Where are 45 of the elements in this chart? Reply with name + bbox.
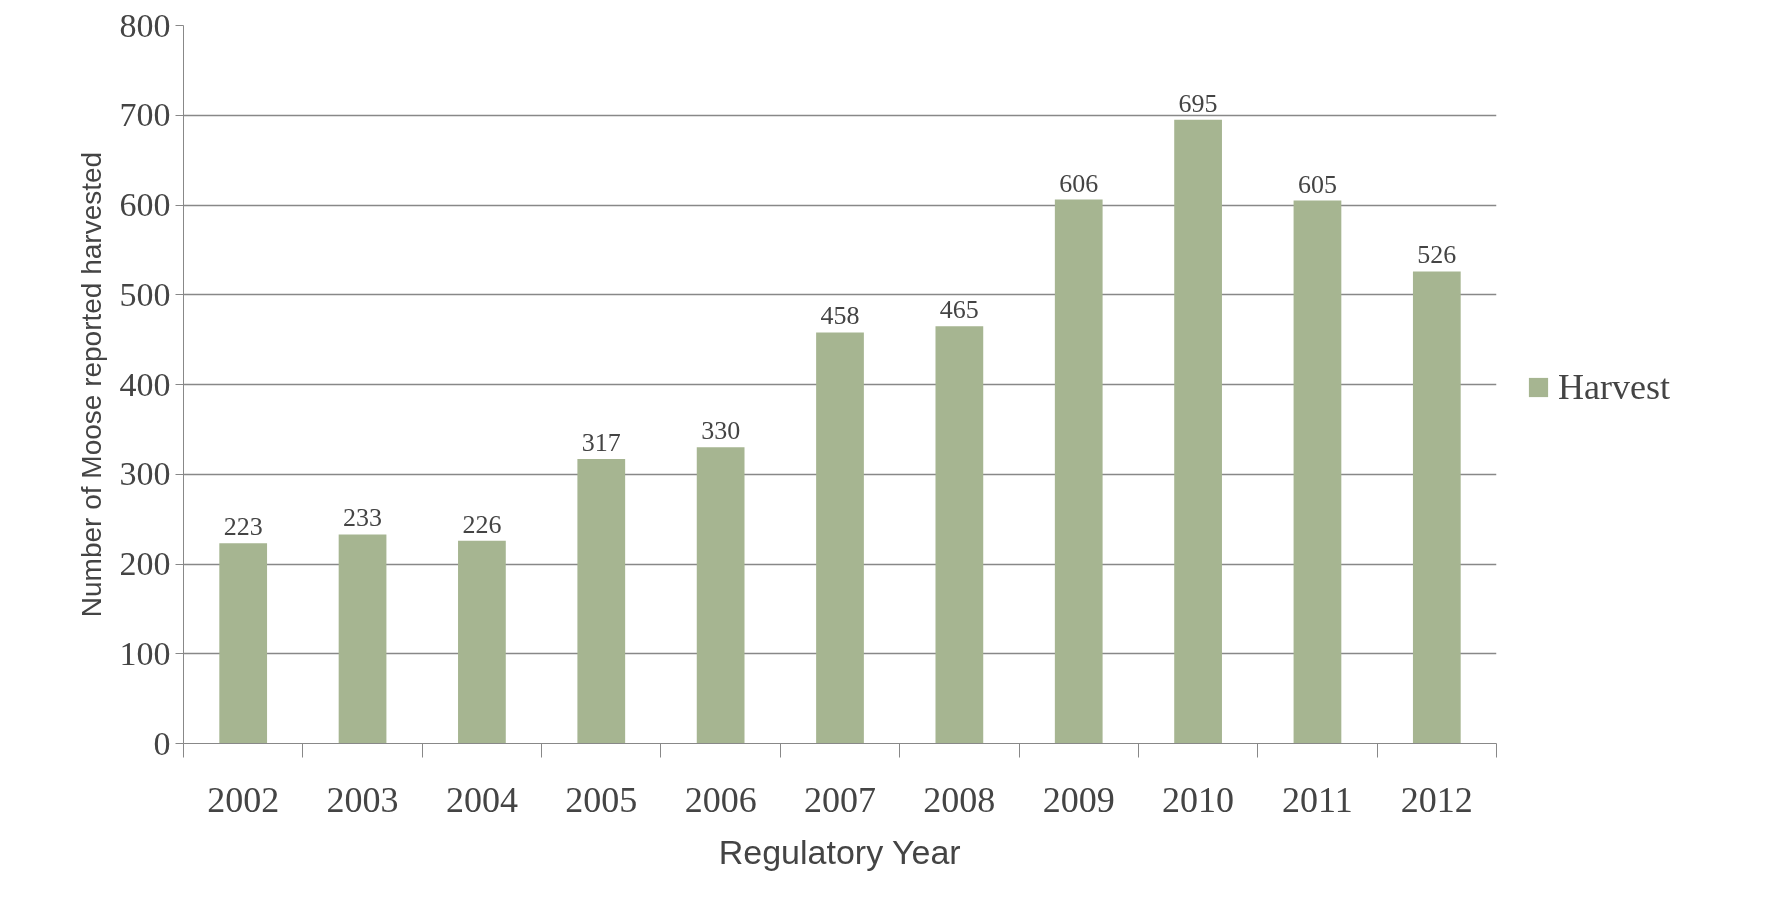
x-tick-label: 2006 — [684, 779, 757, 820]
bar — [219, 543, 268, 744]
bar — [577, 458, 626, 744]
x-axis-title: Regulatory Year — [718, 832, 961, 871]
y-tick-label: 0 — [153, 724, 171, 762]
legend-label: Harvest — [1558, 366, 1670, 408]
y-tick-label: 600 — [119, 186, 171, 223]
data-label: 317 — [581, 427, 621, 457]
x-tick-label: 2008 — [923, 779, 996, 820]
x-tick-label: 2007 — [804, 779, 876, 820]
data-label: 695 — [1178, 88, 1218, 118]
data-label: 606 — [1059, 168, 1099, 198]
y-tick-label: 700 — [119, 96, 171, 134]
data-label: 605 — [1297, 169, 1337, 199]
data-label: 330 — [701, 416, 741, 446]
data-label: 233 — [343, 503, 383, 533]
bar — [458, 540, 506, 744]
y-tick-label: 300 — [119, 455, 171, 493]
x-tick-label: 2004 — [445, 779, 518, 820]
data-label: 226 — [462, 509, 502, 539]
bar — [1293, 200, 1342, 744]
bar — [935, 326, 984, 744]
y-tick-label: 200 — [119, 545, 171, 582]
x-tick-label: 2003 — [326, 779, 399, 820]
y-tick-label: 400 — [119, 365, 171, 403]
x-tick-label: 2005 — [565, 779, 638, 820]
bar — [1054, 199, 1103, 744]
y-tick-label: 800 — [119, 6, 171, 44]
bar — [1174, 119, 1222, 744]
bar — [338, 534, 387, 744]
y-tick-label: 500 — [119, 275, 171, 313]
x-tick-label: 2012 — [1400, 779, 1473, 820]
data-label: 465 — [939, 295, 979, 325]
y-axis-title: Number of Moose reported harvested — [75, 151, 107, 618]
x-tick-label: 2009 — [1042, 779, 1115, 820]
bar — [816, 332, 864, 744]
x-tick-label: 2002 — [207, 779, 280, 820]
x-tick-label: 2010 — [1162, 779, 1235, 820]
bar — [696, 447, 745, 744]
data-label: 458 — [820, 301, 860, 331]
bar — [1412, 271, 1461, 744]
x-tick-label: 2011 — [1282, 779, 1353, 820]
y-tick-label: 100 — [119, 634, 171, 672]
data-label: 526 — [1417, 240, 1457, 270]
data-label: 223 — [223, 512, 263, 542]
